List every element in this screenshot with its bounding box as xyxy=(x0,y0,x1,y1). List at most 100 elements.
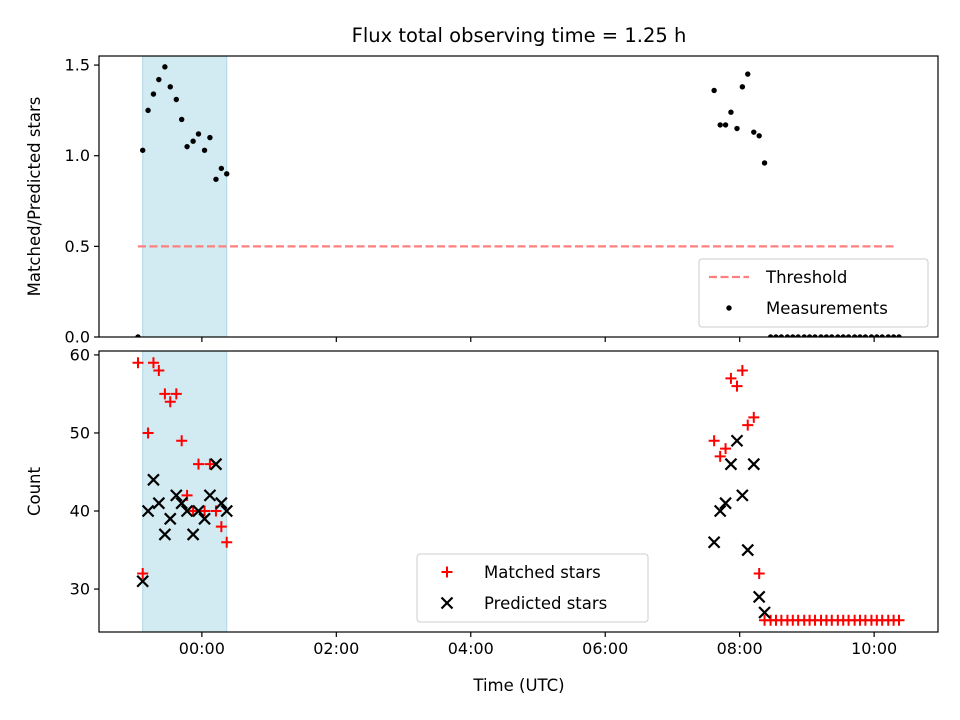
legend: Matched stars Predicted stars xyxy=(416,553,649,623)
data-point xyxy=(136,574,149,588)
data-point xyxy=(145,107,151,114)
axes-frame xyxy=(98,55,939,338)
data-point xyxy=(879,334,885,337)
data-point xyxy=(736,489,749,502)
y-tick-label: 0.5 xyxy=(65,237,90,256)
data-point xyxy=(862,334,869,337)
data-point xyxy=(784,334,791,337)
data-point xyxy=(170,489,183,502)
data-point xyxy=(752,590,766,604)
y-tick-label: 50 xyxy=(70,423,90,442)
y-axis-label: Matched/Predicted stars xyxy=(25,97,44,297)
y-tick-label: 30 xyxy=(70,580,90,599)
data-point xyxy=(215,496,228,510)
data-point xyxy=(823,334,830,337)
y-tick-label: 60 xyxy=(70,345,90,364)
top-panel-ratio: 0.0 0.5 1.0 1.5 Matched/Predicted stars Thres… xyxy=(25,55,939,347)
data-point xyxy=(713,504,727,518)
data-point xyxy=(829,334,835,337)
data-point xyxy=(153,365,165,377)
data-point xyxy=(132,357,144,369)
data-point xyxy=(204,458,216,470)
data-point xyxy=(137,567,149,579)
x-tick-label: 10:00 xyxy=(851,639,897,658)
data-point xyxy=(209,457,223,471)
data-point xyxy=(739,84,746,90)
legend-label: Measurements xyxy=(766,299,888,318)
data-point xyxy=(147,473,160,487)
legend: Threshold Measurements xyxy=(698,258,929,328)
axes-frame xyxy=(98,350,939,633)
data-point xyxy=(795,334,801,337)
series-matched-stars xyxy=(132,357,905,626)
data-point xyxy=(150,91,157,97)
data-point xyxy=(186,528,200,541)
data-point xyxy=(190,138,196,144)
legend-label: Matched stars xyxy=(484,563,601,582)
data-point xyxy=(199,505,211,517)
plot-area xyxy=(132,357,905,626)
data-point xyxy=(207,134,213,141)
x-tick-label: 00:00 xyxy=(179,639,225,658)
data-point xyxy=(717,122,723,128)
data-point xyxy=(747,457,761,471)
data-point xyxy=(731,380,743,392)
data-point xyxy=(748,411,760,423)
data-point xyxy=(159,388,171,400)
data-point xyxy=(845,334,852,337)
data-point xyxy=(767,334,774,337)
data-point xyxy=(711,87,717,94)
data-point xyxy=(203,489,217,502)
data-point xyxy=(840,334,846,337)
data-point xyxy=(896,334,902,337)
data-point xyxy=(736,365,748,377)
legend-label: Predicted stars xyxy=(484,594,607,613)
data-point xyxy=(180,504,194,518)
data-point xyxy=(175,496,188,510)
data-point xyxy=(173,96,180,103)
data-point xyxy=(708,435,720,447)
data-point xyxy=(178,116,185,123)
data-point xyxy=(221,536,233,548)
data-point xyxy=(868,334,875,337)
data-point xyxy=(885,334,891,337)
data-point xyxy=(890,334,897,337)
data-point xyxy=(215,521,227,533)
data-point xyxy=(142,427,154,439)
y-tick-label: 0.0 xyxy=(65,328,90,347)
legend-box xyxy=(698,258,929,328)
data-point xyxy=(724,457,738,471)
legend-dot-swatch xyxy=(726,305,732,311)
x-tick-label: 06:00 xyxy=(582,639,628,658)
data-point xyxy=(147,357,159,369)
x-tick-label: 04:00 xyxy=(448,639,494,658)
bottom-panel-counts: 00:00 02:00 04:00 06:00 08:00 10:00 30 40 50 60 Co… xyxy=(25,345,939,658)
data-point xyxy=(730,434,744,448)
data-point xyxy=(164,396,176,408)
data-point xyxy=(790,334,796,337)
data-point xyxy=(778,334,785,337)
data-point xyxy=(192,458,204,470)
data-point xyxy=(139,147,146,153)
series-predicted-stars xyxy=(136,434,771,619)
data-point xyxy=(761,160,768,166)
y-tick-label: 40 xyxy=(70,502,90,521)
data-point xyxy=(195,131,202,137)
data-point xyxy=(184,143,190,150)
x-tick-label: 02:00 xyxy=(313,639,359,658)
y-tick-label: 1.0 xyxy=(65,146,90,165)
y-axis-label: Count xyxy=(25,466,44,516)
data-point xyxy=(818,334,824,337)
data-point xyxy=(742,419,754,431)
data-point xyxy=(198,512,211,526)
legend-plus-swatch xyxy=(441,566,453,578)
data-point xyxy=(156,76,162,83)
data-point xyxy=(707,535,721,549)
data-point xyxy=(734,125,740,132)
data-point xyxy=(857,334,863,337)
data-point xyxy=(201,147,208,153)
data-point xyxy=(801,334,807,337)
data-point xyxy=(751,129,757,135)
data-point xyxy=(162,64,168,70)
